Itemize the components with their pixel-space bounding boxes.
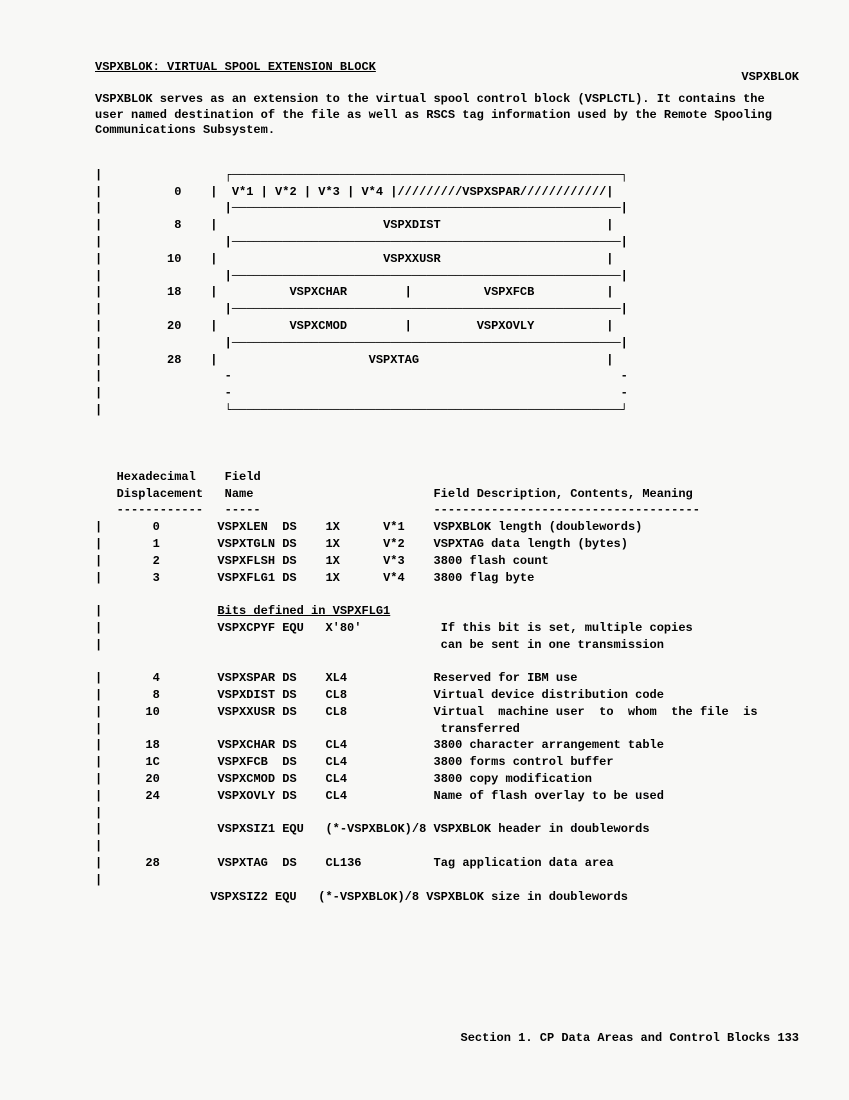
intro-paragraph: VSPXBLOK serves as an extension to the v…: [95, 92, 799, 139]
field-table: Hexadecimal Field Displacement Name Fiel…: [95, 469, 799, 906]
block-diagram: | ┌─────────────────────────────────────…: [95, 167, 799, 419]
header-block-name: VSPXBLOK: [741, 70, 799, 84]
page-title: VSPXBLOK: VIRTUAL SPOOL EXTENSION BLOCK: [95, 60, 799, 74]
page-footer: Section 1. CP Data Areas and Control Blo…: [461, 1031, 799, 1045]
